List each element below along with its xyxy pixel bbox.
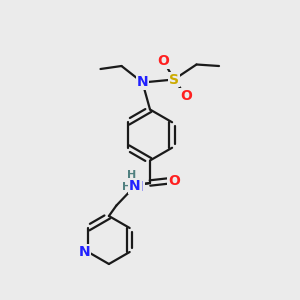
Text: N: N xyxy=(132,180,144,194)
Text: N: N xyxy=(129,179,141,193)
Text: H: H xyxy=(127,170,136,181)
Text: N: N xyxy=(137,76,148,89)
Text: O: O xyxy=(180,89,192,103)
Text: O: O xyxy=(158,54,169,68)
Text: S: S xyxy=(169,73,179,86)
Text: H: H xyxy=(122,182,131,192)
Text: N: N xyxy=(79,245,90,259)
Text: O: O xyxy=(168,174,180,188)
